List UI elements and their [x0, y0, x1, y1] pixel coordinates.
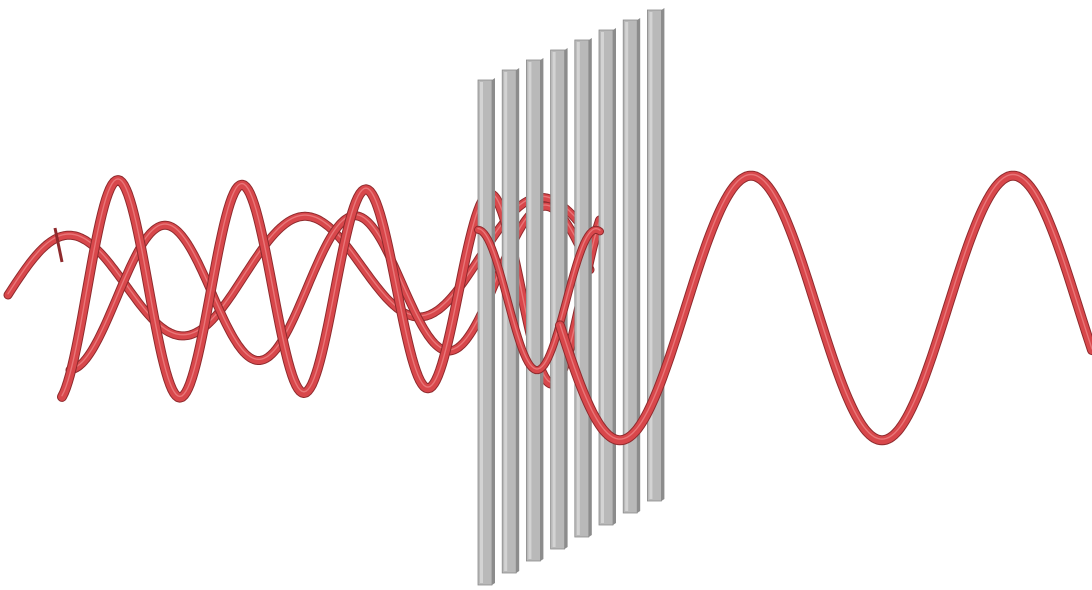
filter-slat	[526, 58, 544, 562]
filter-slat	[574, 38, 592, 538]
polarized-wave-highlight	[559, 173, 1092, 440]
filter-slat-side	[516, 68, 520, 573]
filter-slat-highlight	[576, 42, 580, 535]
filter-slat-highlight	[552, 52, 556, 547]
polarized-wave	[555, 170, 1092, 446]
wave-through-filter-highlight	[477, 227, 601, 370]
filter-slat-side	[492, 78, 495, 585]
polarizing-filter	[477, 8, 665, 586]
filter-slat	[598, 28, 616, 526]
filter-slat-highlight	[504, 72, 508, 571]
filter-slat-highlight	[625, 22, 629, 511]
wave-through-filter	[474, 225, 604, 375]
filter-slat-highlight	[528, 62, 532, 559]
filter-slat	[477, 78, 495, 586]
filter-slat-side	[661, 8, 665, 501]
filter-slat	[647, 8, 665, 502]
filter-slat-side	[637, 18, 641, 513]
filter-slat	[622, 18, 641, 514]
filter-slat-highlight	[480, 82, 483, 583]
filter-slat-highlight	[601, 32, 604, 523]
filter-slat-side	[613, 28, 616, 525]
filter-slat-side	[540, 58, 544, 561]
filter-slat-highlight	[649, 12, 653, 499]
polarized-wave-group	[474, 170, 1092, 446]
filter-slat-side	[588, 38, 592, 537]
wave-start-tick	[53, 227, 64, 263]
